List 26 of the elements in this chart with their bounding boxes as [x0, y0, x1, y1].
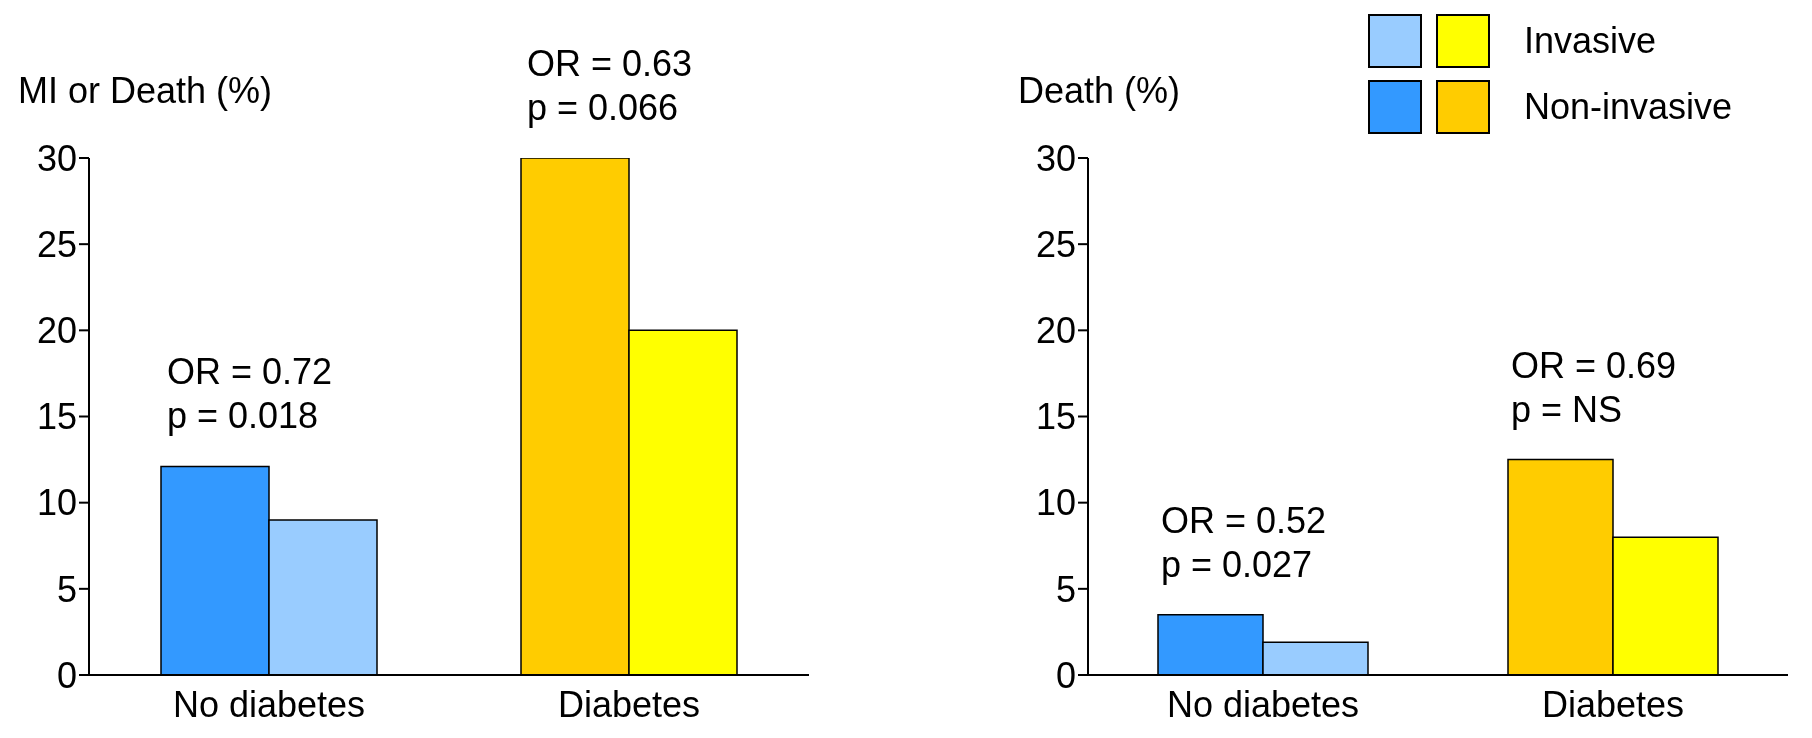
y-axis-title: Death (%)	[1018, 70, 1181, 112]
y-tick-label: 20	[1035, 310, 1076, 352]
y-tick-label: 25	[1035, 223, 1076, 265]
annotation: OR = 0.69 p = NS	[1511, 344, 1677, 430]
x-tick-label: Diabetes	[1541, 683, 1685, 725]
annotation: OR = 0.52 p = 0.027	[1161, 499, 1327, 585]
x-tick-label: No diabetes	[1166, 683, 1360, 725]
y-tick-label: 5	[1055, 568, 1076, 610]
y-tick-label: 20	[36, 310, 77, 352]
y-tick-label: 5	[56, 568, 77, 610]
y-tick-label: 15	[1035, 396, 1076, 438]
x-tick-label: Diabetes	[557, 683, 701, 725]
y-tick-label: 15	[36, 396, 77, 438]
y-axis-title: MI or Death (%)	[18, 70, 273, 112]
annotation: OR = 0.63 p = 0.066	[527, 43, 693, 128]
y-tick-label: 0	[56, 654, 77, 696]
y-tick-label: 25	[36, 223, 77, 265]
y-tick-label: 30	[1035, 137, 1076, 179]
y-tick-label: 0	[1055, 654, 1076, 696]
y-tick-label: 30	[36, 137, 77, 179]
y-tick-label: 10	[1035, 482, 1076, 524]
legend-label: Invasive	[1524, 20, 1658, 62]
y-tick-label: 10	[36, 482, 77, 524]
annotation: OR = 0.72 p = 0.018	[167, 351, 333, 437]
x-tick-label: No diabetes	[172, 683, 366, 725]
legend-label: Non-invasive	[1524, 86, 1734, 128]
